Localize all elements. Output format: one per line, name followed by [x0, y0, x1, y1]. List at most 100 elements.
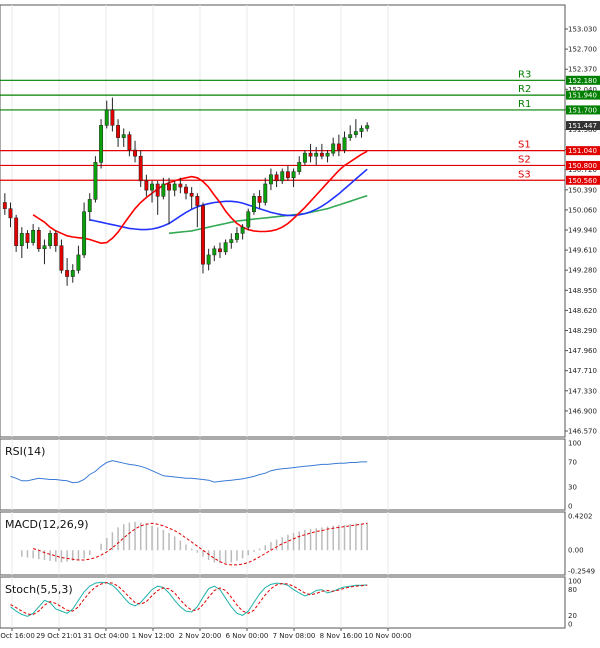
ma-red-line: [32, 150, 368, 245]
y-tick-label: 153.030: [568, 26, 597, 34]
candle-body: [172, 183, 177, 191]
candle-body: [59, 245, 64, 271]
level-tag-label: 151.700: [568, 106, 597, 114]
candle-body: [65, 270, 70, 277]
y-tick-label: 147.330: [568, 387, 597, 395]
stoch-tick: 0: [568, 621, 572, 629]
candle-body: [87, 199, 92, 212]
candle-body: [223, 242, 228, 253]
level-name-s1: S1: [518, 140, 531, 151]
candle-body: [263, 183, 268, 203]
candle-body: [19, 233, 24, 246]
y-tick-label: 150.720: [568, 166, 597, 174]
stoch-signal-line: [10, 582, 368, 616]
rsi-tick: 100: [568, 440, 581, 448]
level-name-s2: S2: [518, 154, 531, 165]
y-tick-label: 148.620: [568, 307, 597, 315]
candle-body: [336, 143, 341, 151]
x-tick-label: 2 Nov 20:00: [179, 632, 222, 640]
candle-body: [246, 211, 251, 228]
candle-body: [178, 183, 183, 188]
candle-body: [201, 205, 205, 265]
candle-body: [189, 192, 194, 197]
candle-body: [348, 134, 353, 138]
level-tag-bg: [566, 175, 600, 185]
candle-body: [14, 217, 19, 246]
y-tick-label: 152.370: [568, 66, 597, 74]
candle-body: [274, 174, 279, 182]
candle-body: [251, 196, 256, 212]
candle-body: [99, 125, 104, 163]
candle-body: [218, 248, 222, 253]
y-tick-label: 149.610: [568, 247, 597, 255]
macd-signal-line: [32, 522, 368, 566]
candle-body: [365, 125, 370, 129]
candle-body: [8, 208, 13, 219]
level-tag-label: 150.800: [568, 162, 597, 170]
candle-body: [280, 171, 285, 182]
stoch-tick: 100: [568, 578, 581, 586]
macd-tick: 0.4202: [568, 513, 593, 521]
rsi-line: [10, 460, 368, 484]
candle-body: [76, 254, 81, 271]
level-name-r3: R3: [518, 69, 531, 80]
macd-tick: -0.2549: [568, 568, 595, 576]
candle-body: [104, 109, 109, 126]
level-name-r1: R1: [518, 99, 531, 110]
candle-body: [268, 174, 273, 185]
x-tick-label: 8 Nov 16:00: [320, 632, 363, 640]
candle-body: [342, 137, 347, 151]
y-tick-label: 152.040: [568, 86, 597, 94]
candle-body: [235, 233, 239, 240]
candle-body: [116, 125, 121, 138]
indicator-title: RSI(14): [5, 445, 45, 458]
y-tick-label: 150.060: [568, 206, 597, 214]
y-tick-label: 146.570: [568, 428, 597, 436]
candle-body: [93, 162, 98, 200]
x-tick-label: 29 Oct 21:01: [36, 632, 82, 640]
y-tick-label: 149.280: [568, 267, 597, 275]
y-tick-label: 146.900: [568, 407, 597, 415]
level-tag-label: 152.180: [568, 77, 597, 85]
y-tick-label: 148.950: [568, 287, 597, 295]
y-tick-label: 147.960: [568, 347, 597, 355]
candle-body: [25, 233, 30, 243]
y-tick-label: 152.700: [568, 46, 597, 54]
candle-body: [257, 196, 262, 203]
candle-body: [314, 152, 319, 157]
indicator-pane-frame: [0, 576, 566, 629]
candle-body: [36, 230, 41, 250]
candle-body: [144, 180, 149, 191]
indicator-title: Stoch(5,5,3): [5, 583, 73, 596]
current-price-tag-bg: [566, 121, 600, 131]
x-tick-label: 6 Nov 00:00: [226, 632, 269, 640]
level-name-s3: S3: [518, 169, 531, 180]
level-tag-bg: [566, 105, 600, 115]
candle-body: [331, 143, 336, 154]
candle-body: [353, 131, 358, 135]
level-tag-bg: [566, 90, 600, 100]
level-name-r2: R2: [518, 84, 531, 95]
level-tag-bg: [566, 75, 600, 85]
level-tag-bg: [566, 146, 600, 156]
current-price-label: 151.447: [568, 122, 597, 130]
candle-body: [121, 134, 126, 138]
candle-body: [110, 109, 115, 126]
candle-body: [155, 183, 160, 197]
candle-body: [240, 226, 245, 234]
x-tick-label: 1 Nov 12:00: [132, 632, 175, 640]
x-tick-label: 7 Nov 08:00: [273, 632, 316, 640]
candle-body: [319, 152, 324, 157]
candle-body: [31, 230, 36, 243]
candle-body: [285, 171, 290, 179]
candle-body: [48, 233, 53, 246]
candle-body: [291, 171, 296, 179]
candle-body: [195, 196, 200, 206]
indicator-pane-frame: [0, 438, 566, 511]
rsi-tick: 0: [568, 503, 572, 511]
stoch-main-line: [10, 581, 368, 617]
candle-body: [167, 183, 171, 191]
rsi-tick: 70: [568, 458, 577, 466]
candle-body: [212, 248, 217, 256]
